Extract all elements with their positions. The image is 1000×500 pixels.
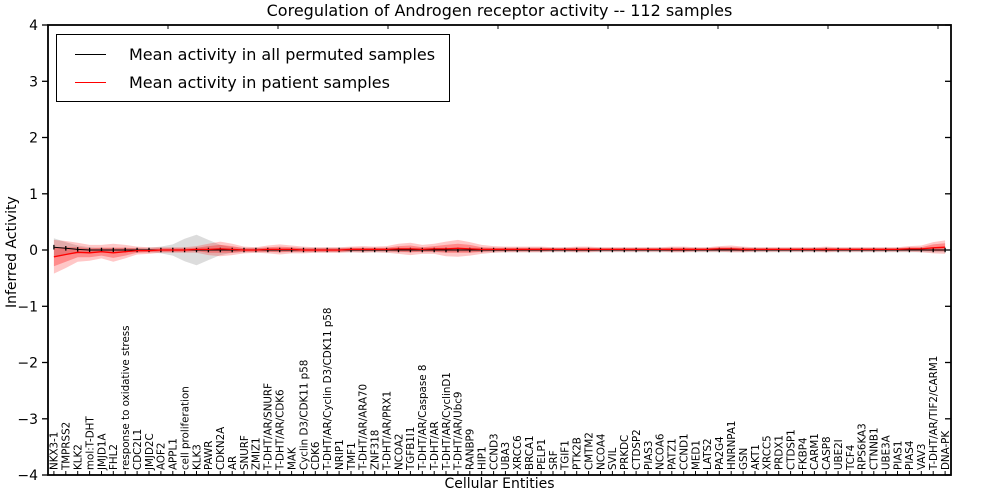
y-tick-label: 1 <box>29 187 38 203</box>
x-tick-label: UBE3A <box>881 435 893 470</box>
x-tick-label: MED1 <box>690 440 702 470</box>
x-tick-label: CTNNB1 <box>869 428 881 471</box>
x-tick-label: CCND3 <box>488 433 500 470</box>
x-tick-label: TMPRSS2 <box>61 422 73 471</box>
x-tick-label: CARM1 <box>809 433 821 470</box>
y-tick-label: 2 <box>29 131 38 147</box>
x-tick-label: NKX3-1 <box>49 432 61 470</box>
legend-label-patient: Mean activity in patient samples <box>129 72 390 92</box>
legend-entry-permuted: Mean activity in all permuted samples <box>57 40 435 68</box>
x-tick-label: FHL2 <box>108 444 120 470</box>
y-tick-label: −3 <box>17 412 38 428</box>
x-tick-label: BRCA1 <box>524 436 536 471</box>
x-tick-label: T-DHT/AR/SNURF <box>263 383 275 471</box>
x-tick-label: T-DHT/AR/Cyclin D3/CDK11 p58 <box>322 308 334 471</box>
x-tick-label: CDC2L1 <box>132 429 144 470</box>
x-tick-label: HIP1 <box>477 446 489 470</box>
x-axis-label: Cellular Entities <box>444 476 555 492</box>
x-tick-label: CMTM2 <box>583 432 595 470</box>
x-tick-label: TGIF1 <box>560 440 572 471</box>
legend-line-patient-icon <box>75 81 106 83</box>
legend-line-permuted-icon <box>75 53 106 55</box>
x-tick-label: T-DHT/AR/Caspase 8 <box>417 365 429 471</box>
x-tick-label: RANBP9 <box>465 429 477 470</box>
x-tick-label: TMF1 <box>346 442 358 471</box>
x-tick-label: T-DHT/AR/CDK6 <box>275 389 287 471</box>
x-tick-label: T-DHT/AR/Ubc9 <box>453 392 465 471</box>
x-tick-label: CCND1 <box>679 433 691 470</box>
x-tick-label: NCOA6 <box>655 434 667 470</box>
y-tick-label: 4 <box>29 18 38 34</box>
y-axis-label: Inferred Activity <box>4 196 20 308</box>
x-tick-label: MAK <box>286 447 298 470</box>
x-tick-label: ZNF318 <box>370 430 382 470</box>
x-tick-label: TCF4 <box>845 445 857 471</box>
x-tick-label: Cyclin D3/CDK11 p58 <box>298 360 310 470</box>
x-tick-label: PIAS1 <box>892 441 904 470</box>
x-tick-label: RPS6KA3 <box>857 423 869 470</box>
x-tick-label: T-DHT/AR/ARA70 <box>358 384 370 471</box>
x-tick-label: PATZ1 <box>667 438 679 470</box>
x-tick-label: UBE2I <box>833 439 845 470</box>
x-tick-label: SVIL <box>607 447 619 470</box>
x-tick-label: T-DHT/AR/PRX1 <box>381 391 393 471</box>
x-tick-label: PRDX1 <box>774 435 786 470</box>
x-tick-label: PIAS4 <box>904 441 916 470</box>
x-tick-label: JMJD1A <box>96 434 108 471</box>
chart-title: Coregulation of Androgen receptor activi… <box>266 1 733 20</box>
x-tick-label: LATS2 <box>702 438 714 470</box>
legend-entry-patient: Mean activity in patient samples <box>57 68 435 96</box>
x-tick-label: response to oxidative stress <box>120 325 132 470</box>
x-tick-label: AOF2 <box>156 443 168 470</box>
x-tick-label: CDKN2A <box>215 427 227 470</box>
x-tick-label: APPL1 <box>168 438 180 470</box>
x-tick-label: AR <box>227 456 239 470</box>
legend: Mean activity in all permuted samples Me… <box>56 34 451 102</box>
x-tick-label: PIAS3 <box>643 441 655 470</box>
x-tick-label: PTK2B <box>572 437 584 470</box>
x-tick-label: TGFB1I1 <box>405 427 417 471</box>
x-tick-label: FKBP4 <box>797 438 809 471</box>
x-tick-label: AKT1 <box>750 444 762 470</box>
x-tick-label: HNRNPA1 <box>726 421 738 470</box>
x-tick-label: KLK3 <box>191 444 203 470</box>
x-tick-label: T-DHT/AR/CyclinD1 <box>441 372 453 471</box>
y-tick-label: −1 <box>17 299 38 315</box>
x-tick-label: CTDSP1 <box>785 429 797 470</box>
x-tick-label: PAWR <box>203 441 215 470</box>
y-tick-label: 0 <box>29 243 38 259</box>
x-tick-label: CDK6 <box>310 442 322 470</box>
y-tick-label: −2 <box>17 356 38 372</box>
x-tick-label: cell proliferation <box>179 386 191 470</box>
x-tick-label: PA2G4 <box>714 436 726 470</box>
x-tick-label: XRCC5 <box>762 435 774 470</box>
x-tick-label: JMJD2C <box>144 433 156 471</box>
x-tick-label: UBA3 <box>500 442 512 470</box>
x-tick-label: CASP8 <box>821 436 833 470</box>
x-tick-label: VAV3 <box>916 444 928 470</box>
x-tick-label: PRKDC <box>619 435 631 470</box>
x-tick-label: mol:T-DHT <box>84 416 96 470</box>
x-tick-label: ZMIZ1 <box>251 437 263 470</box>
x-tick-label: CTDSP2 <box>631 429 643 470</box>
x-tick-label: PELP1 <box>536 439 548 470</box>
x-tick-label: KLK2 <box>73 444 85 470</box>
x-tick-label: NCOA4 <box>595 434 607 470</box>
legend-label-permuted: Mean activity in all permuted samples <box>129 44 436 64</box>
x-tick-label: GSN <box>738 448 750 470</box>
x-tick-label: XRCC6 <box>512 435 524 470</box>
x-tick-label: SNURF <box>239 435 251 470</box>
x-tick-label: T-DHT/AR <box>429 421 441 471</box>
x-tick-label: DNA-PK <box>940 431 952 470</box>
y-tick-label: −4 <box>17 468 38 484</box>
y-tick-label: 3 <box>29 74 38 90</box>
x-tick-label: NRIP1 <box>334 439 346 470</box>
x-tick-label: T-DHT/AR/TIF2/CARM1 <box>928 356 940 471</box>
x-tick-label: NCOA2 <box>393 434 405 470</box>
patient-mean-line <box>53 246 946 258</box>
x-tick-label: SRF <box>548 450 560 470</box>
